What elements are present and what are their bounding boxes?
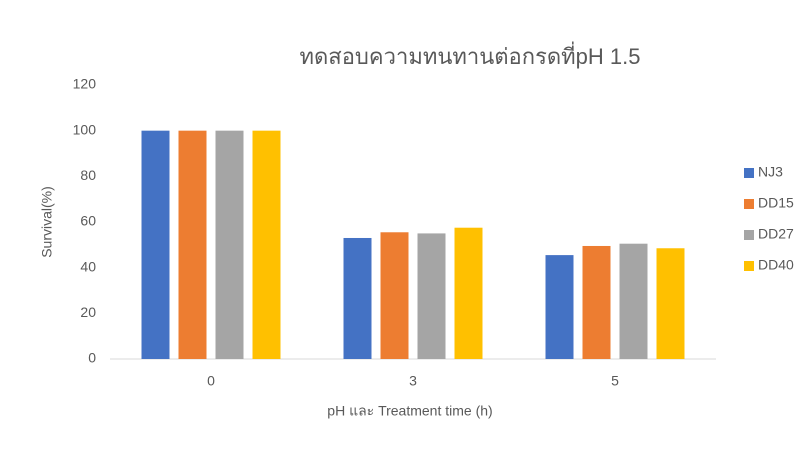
x-axis-label: pH และ Treatment time (h) [327,403,492,419]
legend-label: DD27 [758,226,794,242]
legend-swatch [744,199,754,209]
y-tick-label: 80 [80,167,96,183]
x-tick-label: 0 [207,373,215,389]
legend-swatch [744,261,754,271]
bar [545,255,574,359]
legend-swatch [744,168,754,178]
legend-label: DD15 [758,195,794,211]
bar [454,227,483,359]
y-tick-label: 120 [73,76,97,92]
x-tick-label: 3 [409,373,417,389]
bar [252,130,281,359]
y-tick-label: 100 [73,121,97,137]
bar [619,243,648,359]
bar [582,245,611,359]
legend-label: DD40 [758,257,794,273]
y-tick-label: 20 [80,304,96,320]
y-tick-label: 0 [88,350,96,366]
bar [215,130,244,359]
y-axis-label: Survival(%) [39,186,55,258]
chart-title: ทดสอบความทนทานต่อกรดที่pH 1.5 [300,41,641,69]
bar [656,248,685,359]
y-tick-label: 60 [80,213,96,229]
bar [417,233,446,359]
bar [380,232,409,359]
legend-label: NJ3 [758,164,783,180]
bar [343,237,372,359]
legend-swatch [744,230,754,240]
bar [141,130,170,359]
y-tick-label: 40 [80,258,96,274]
bar [178,130,207,359]
x-tick-label: 5 [611,373,619,389]
